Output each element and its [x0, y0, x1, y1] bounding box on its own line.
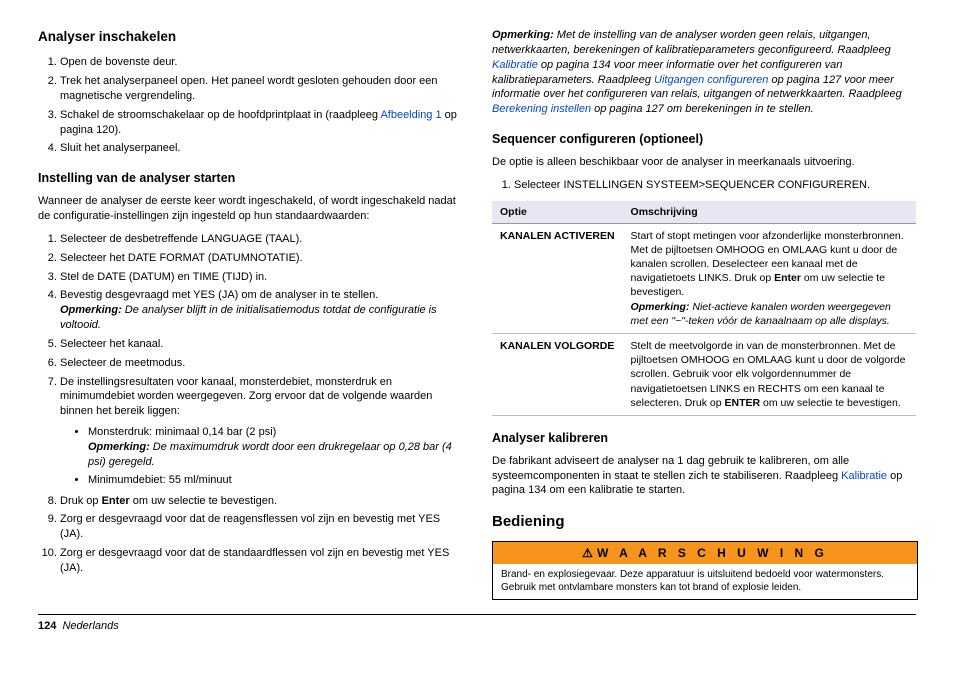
note-text: op pagina 127 om berekeningen in te stel…: [591, 103, 814, 115]
text: Druk op: [60, 495, 102, 507]
text: om uw selectie te bevestigen.: [130, 495, 277, 507]
list-item: Zorg er desgevraagd voor dat de reagensf…: [60, 512, 462, 542]
page-footer: 124 Nederlands: [38, 619, 916, 634]
table-header: Omschrijving: [623, 201, 916, 224]
warning-title: W A A R S C H U W I N G: [597, 546, 828, 560]
link-kalibratie-2[interactable]: Kalibratie: [841, 470, 887, 482]
warning-header: ⚠ W A A R S C H U W I N G: [493, 542, 917, 564]
list-item: Selecteer het kanaal.: [60, 337, 462, 352]
list-item: Monsterdruk: minimaal 0,14 bar (2 psi) O…: [88, 425, 462, 470]
option-desc: Stelt de meetvolgorde in van de monsterb…: [623, 334, 916, 416]
heading-sequencer: Sequencer configureren (optioneel): [492, 131, 916, 148]
key-enter: Enter: [774, 272, 801, 284]
warning-body: Brand- en explosiegevaar. Deze apparatuu…: [493, 564, 917, 599]
list-item: Trek het analyserpaneel open. Het paneel…: [60, 74, 462, 104]
list-item: Selecteer de meetmodus.: [60, 356, 462, 371]
list-item: Bevestig desgevraagd met YES (JA) om de …: [60, 288, 462, 333]
list-enable-steps: Open de bovenste deur. Trek het analyser…: [38, 55, 462, 156]
list-sequencer: Selecteer INSTELLINGEN SYSTEEM>SEQUENCER…: [492, 178, 916, 193]
text: om uw selectie te bevestigen.: [760, 397, 901, 409]
footer-rule: [38, 614, 916, 615]
heading-calibrate: Analyser kalibreren: [492, 430, 916, 447]
link-kalibratie[interactable]: Kalibratie: [492, 59, 538, 71]
paragraph: De fabrikant adviseert de analyser na 1 …: [492, 454, 916, 499]
link-uitgangen[interactable]: Uitgangen configureren: [654, 74, 768, 86]
text: Bevestig desgevraagd met YES (JA) om de …: [60, 289, 378, 301]
heading-start-setup: Instelling van de analyser starten: [38, 170, 462, 187]
text: De instellingsresultaten voor kanaal, mo…: [60, 376, 432, 418]
list-item: Selecteer het DATE FORMAT (DATUMNOTATIE)…: [60, 251, 462, 266]
list-item: Zorg er desgevraagd voor dat de standaar…: [60, 546, 462, 576]
list-item: Sluit het analyserpaneel.: [60, 141, 462, 156]
table-row: KANALEN VOLGORDE Stelt de meetvolgorde i…: [492, 334, 916, 416]
paragraph: De optie is alleen beschikbaar voor de a…: [492, 155, 916, 170]
page-language: Nederlands: [62, 620, 118, 632]
note-label: Opmerking:: [631, 301, 690, 313]
note-label: Opmerking:: [492, 29, 554, 41]
list-item: De instellingsresultaten voor kanaal, mo…: [60, 375, 462, 488]
option-desc: Start of stopt metingen voor afzonderlij…: [623, 223, 916, 333]
link-figure-1[interactable]: Afbeelding 1: [380, 109, 441, 121]
paragraph: Wanneer de analyser de eerste keer wordt…: [38, 194, 462, 224]
list-item: Minimumdebiet: 55 ml/minuut: [88, 473, 462, 488]
text: De fabrikant adviseert de analyser na 1 …: [492, 455, 849, 482]
text: Schakel de stroomschakelaar op de hoofdp…: [60, 109, 380, 121]
list-setup-steps: Selecteer de desbetreffende LANGUAGE (TA…: [38, 232, 462, 576]
list-item: Selecteer INSTELLINGEN SYSTEEM>SEQUENCER…: [514, 178, 916, 193]
options-table: Optie Omschrijving KANALEN ACTIVEREN Sta…: [492, 201, 916, 416]
heading-enable-analyser: Analyser inschakelen: [38, 28, 462, 46]
note-label: Opmerking:: [60, 304, 122, 316]
sublist: Monsterdruk: minimaal 0,14 bar (2 psi) O…: [60, 425, 462, 487]
text: Monsterdruk: minimaal 0,14 bar (2 psi): [88, 426, 276, 438]
heading-operation: Bediening: [492, 512, 916, 532]
note: Opmerking: De maximumdruk wordt door een…: [88, 440, 462, 470]
option-name: KANALEN ACTIVEREN: [492, 223, 623, 333]
list-item: Open de bovenste deur.: [60, 55, 462, 70]
page-columns: Analyser inschakelen Open de bovenste de…: [38, 28, 916, 600]
note-label: Opmerking:: [88, 441, 150, 453]
list-item: Stel de DATE (DATUM) en TIME (TIJD) in.: [60, 270, 462, 285]
warning-icon: ⚠: [582, 546, 593, 560]
table-header-row: Optie Omschrijving: [492, 201, 916, 224]
operation-section: Bediening ⚠ W A A R S C H U W I N G Brand…: [492, 512, 916, 599]
table-header: Optie: [492, 201, 623, 224]
top-note: Opmerking: Met de instelling van de anal…: [492, 28, 916, 117]
list-item: Selecteer de desbetreffende LANGUAGE (TA…: [60, 232, 462, 247]
option-name: KANALEN VOLGORDE: [492, 334, 623, 416]
note: Opmerking: Niet-actieve kanalen worden w…: [631, 300, 908, 328]
list-item: Druk op Enter om uw selectie te bevestig…: [60, 494, 462, 509]
list-item: Schakel de stroomschakelaar op de hoofdp…: [60, 108, 462, 138]
warning-box: ⚠ W A A R S C H U W I N G Brand- en explo…: [492, 541, 918, 600]
table-row: KANALEN ACTIVEREN Start of stopt metinge…: [492, 223, 916, 333]
key-enter: Enter: [102, 495, 130, 507]
link-berekening[interactable]: Berekening instellen: [492, 103, 591, 115]
note: Opmerking: De analyser blijft in de init…: [60, 303, 462, 333]
key-enter: ENTER: [725, 397, 761, 409]
page-number: 124: [38, 620, 56, 632]
